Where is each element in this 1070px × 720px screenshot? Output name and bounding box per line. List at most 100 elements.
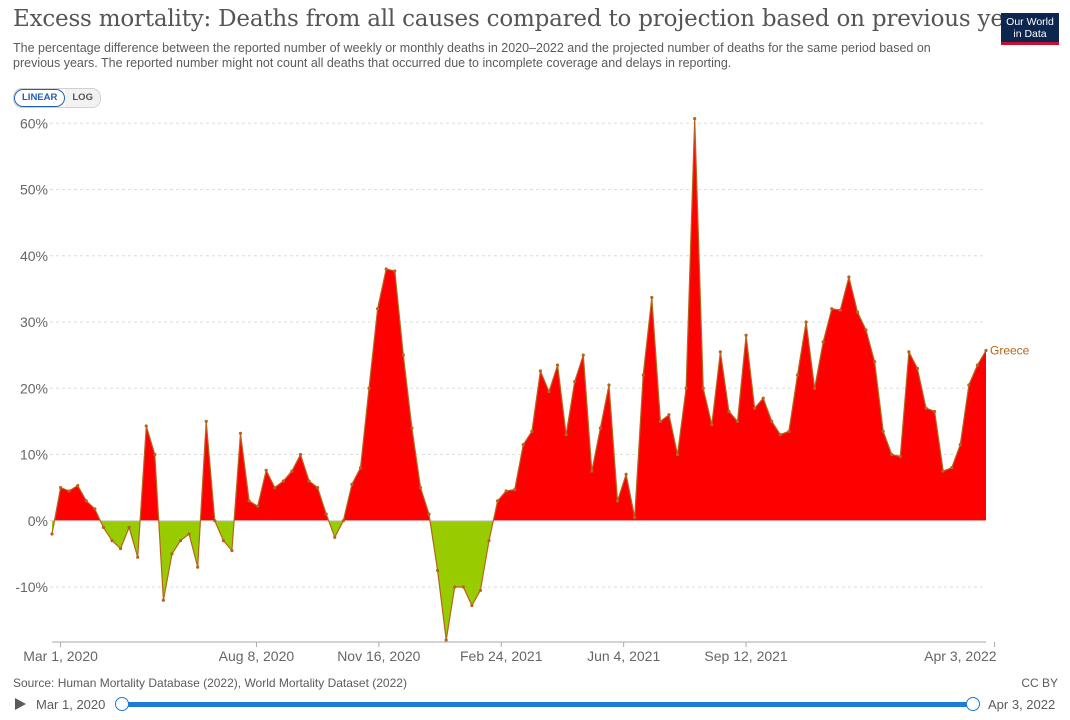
data-point — [847, 275, 851, 279]
data-point — [573, 380, 577, 384]
data-point — [324, 512, 328, 516]
data-point — [770, 419, 774, 423]
data-point — [650, 295, 654, 300]
data-point — [624, 472, 628, 476]
data-point — [341, 519, 345, 523]
data-point — [958, 442, 962, 447]
x-tick-label: Sep 12, 2021 — [704, 648, 788, 664]
linear-scale-button[interactable]: LINEAR — [14, 89, 66, 107]
data-point — [658, 419, 662, 423]
data-point — [907, 350, 911, 354]
data-point — [598, 426, 603, 430]
data-point — [461, 585, 465, 589]
data-point — [118, 546, 123, 551]
data-point — [838, 308, 842, 312]
data-point — [813, 386, 817, 390]
data-point — [470, 603, 474, 608]
x-tick-label: Apr 3, 2022 — [924, 648, 997, 664]
data-point — [204, 419, 208, 423]
data-point — [67, 489, 71, 493]
data-point — [435, 568, 440, 573]
data-point — [410, 426, 414, 430]
timeline: Mar 1, 2020 Apr 3, 2022 — [0, 692, 1070, 718]
data-point — [418, 486, 423, 490]
timeline-track[interactable] — [122, 702, 974, 707]
scale-toggle: LINEAR LOG — [13, 88, 101, 108]
data-point — [247, 499, 251, 503]
data-point — [221, 539, 225, 543]
data-point — [975, 363, 980, 367]
data-point — [58, 486, 63, 490]
data-point — [144, 424, 148, 428]
data-point — [753, 406, 757, 410]
x-tick-label: Feb 24, 2021 — [460, 648, 543, 664]
data-point — [710, 423, 714, 427]
data-point — [521, 442, 525, 447]
data-point — [915, 366, 920, 370]
y-tick-label: 20% — [20, 380, 48, 396]
data-point — [393, 269, 397, 273]
log-scale-button[interactable]: LOG — [65, 89, 100, 107]
y-tick-label: 0% — [28, 513, 48, 529]
data-point — [701, 386, 705, 390]
series-label-greece: Greece — [990, 343, 1030, 357]
data-point — [110, 539, 114, 543]
data-point — [615, 499, 620, 503]
data-point — [564, 433, 568, 437]
y-tick-label: 50% — [20, 182, 48, 198]
data-point — [530, 429, 534, 433]
data-point — [307, 479, 311, 483]
data-point — [855, 310, 860, 314]
timeline-end-label: Apr 3, 2022 — [988, 697, 1056, 712]
timeline-end-handle[interactable] — [966, 697, 980, 711]
data-point — [495, 499, 500, 503]
logo-line-2: in Data — [1013, 28, 1047, 40]
data-point — [898, 454, 902, 459]
owid-logo[interactable]: Our World in Data — [1001, 13, 1059, 45]
license-link[interactable]: CC BY — [1021, 676, 1058, 690]
y-tick-label: -10% — [15, 579, 48, 595]
data-point — [444, 638, 448, 642]
data-point — [273, 486, 277, 490]
data-point — [967, 383, 971, 387]
data-point — [513, 488, 517, 492]
play-icon[interactable] — [15, 698, 26, 710]
x-tick-label: Mar 1, 2020 — [23, 648, 98, 664]
data-point — [290, 469, 294, 473]
data-point — [718, 350, 722, 354]
data-point — [821, 340, 825, 344]
timeline-start-handle[interactable] — [115, 697, 129, 711]
data-point — [401, 353, 405, 357]
data-point — [830, 307, 834, 311]
timeline-start-label: Mar 1, 2020 — [36, 697, 106, 712]
data-point — [50, 532, 54, 536]
data-point — [256, 504, 260, 508]
y-tick-label: 30% — [20, 314, 48, 330]
chart-title: Excess mortality: Deaths from all causes… — [13, 6, 1040, 32]
data-point — [941, 469, 945, 473]
data-point — [84, 499, 88, 503]
data-point — [864, 328, 868, 332]
data-point — [787, 429, 791, 433]
data-point — [873, 360, 877, 364]
data-point — [744, 333, 748, 337]
data-point — [761, 396, 765, 400]
data-point — [316, 486, 320, 490]
data-point — [538, 369, 543, 373]
data-point — [238, 431, 243, 435]
y-tick-label: 60% — [20, 115, 48, 131]
data-point — [76, 484, 80, 488]
data-point — [376, 307, 380, 311]
chart-subtitle: The percentage difference between the re… — [13, 41, 931, 70]
data-point — [367, 386, 371, 390]
data-point — [487, 539, 491, 543]
data-point — [932, 409, 937, 414]
data-point — [555, 363, 560, 367]
data-point — [693, 117, 697, 121]
data-point — [161, 598, 165, 602]
excess-mortality-chart: -10% 0% 10% 20% 30% 40% 50% 60% Greece Mar 1, 202… — [15, 115, 1030, 664]
data-point — [590, 469, 594, 473]
data-point — [333, 535, 337, 539]
data-point — [581, 353, 585, 357]
data-point — [804, 320, 808, 324]
